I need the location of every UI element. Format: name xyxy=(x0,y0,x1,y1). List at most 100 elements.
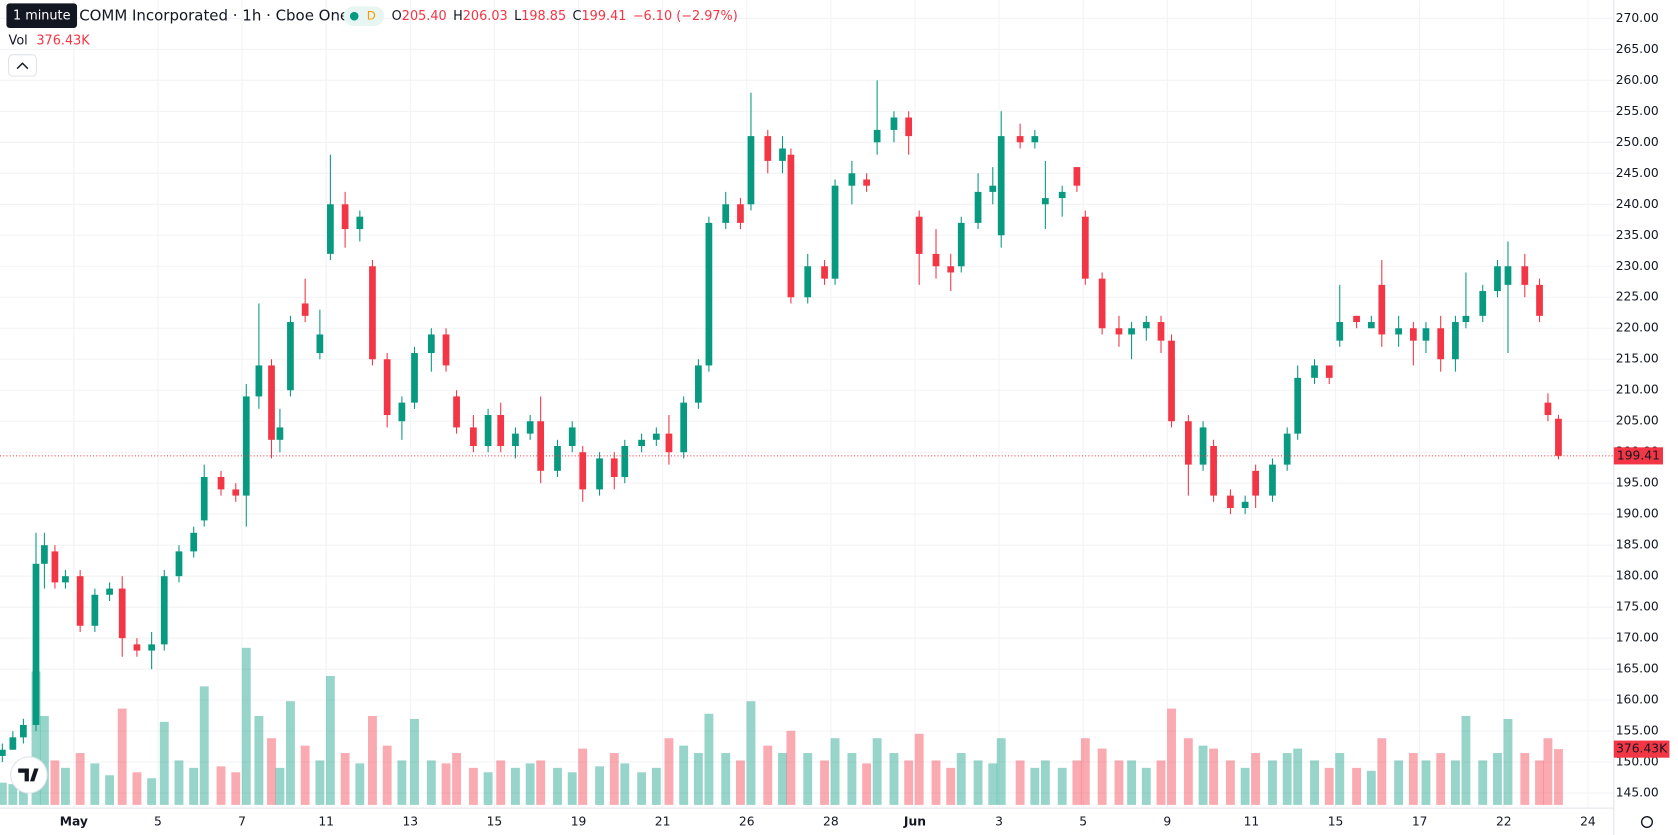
volume-bar xyxy=(1377,738,1387,805)
y-tick-label: 230.00 xyxy=(1616,259,1659,273)
candle-body xyxy=(1353,315,1360,323)
volume-bar xyxy=(325,675,335,805)
candle-body xyxy=(1437,328,1445,360)
candle-body xyxy=(1504,266,1512,285)
y-tick-label: 235.00 xyxy=(1616,228,1659,242)
volume-bar xyxy=(1080,738,1090,805)
y-tick-label: 150.00 xyxy=(1616,755,1659,769)
volume-bar xyxy=(1450,760,1460,805)
ohlc-key: H xyxy=(453,9,463,24)
volume-bar xyxy=(1268,760,1277,805)
candle-body xyxy=(1199,427,1207,465)
volume-bar xyxy=(1156,760,1166,805)
collapse-button[interactable] xyxy=(8,54,37,77)
volume-bar xyxy=(267,738,276,805)
candle-body xyxy=(41,545,48,564)
last-price-tag xyxy=(1613,447,1664,465)
volume-bar xyxy=(1209,748,1219,805)
candle-body xyxy=(369,266,376,360)
volume-bar xyxy=(704,713,714,805)
symbol-title[interactable]: COMM Incorporated · 1h · Cboe One xyxy=(79,7,349,25)
volume-bar xyxy=(1461,715,1471,805)
volume-bar xyxy=(1114,760,1124,805)
volume-bar xyxy=(105,775,115,805)
badge[interactable]: D xyxy=(367,9,376,23)
x-tick-label: 21 xyxy=(655,815,671,829)
volume-bar xyxy=(426,760,436,805)
candle-body xyxy=(62,576,69,583)
candle-body xyxy=(76,576,84,626)
candle-body xyxy=(873,129,881,143)
y-tick-label: 210.00 xyxy=(1616,383,1659,397)
volume-bar xyxy=(931,760,941,805)
volume-bar xyxy=(1335,753,1345,805)
candle-body xyxy=(301,303,309,316)
volume-bar xyxy=(1141,767,1151,805)
volume-bar xyxy=(1543,738,1553,805)
candle-body xyxy=(831,185,839,279)
candle-body xyxy=(1227,495,1234,509)
y-tick-label: 175.00 xyxy=(1616,600,1659,614)
candle-body xyxy=(905,117,913,137)
volume-bar xyxy=(147,778,157,805)
volume-bar xyxy=(862,763,872,805)
candle-body xyxy=(1142,322,1150,329)
y-tick-label: 190.00 xyxy=(1616,507,1659,521)
volume-bar xyxy=(786,730,796,805)
volume-bar xyxy=(721,753,731,805)
volume-bar xyxy=(1072,760,1082,805)
candle-body xyxy=(579,452,587,490)
candle-body xyxy=(32,563,40,725)
volume-bar xyxy=(468,767,478,805)
volume-bar xyxy=(830,738,840,805)
volume-bar xyxy=(1293,748,1303,805)
x-tick-label: 22 xyxy=(1496,815,1512,829)
volume-bar xyxy=(1554,749,1563,805)
candle-body xyxy=(484,415,492,447)
x-tick-label: 5 xyxy=(1079,815,1087,829)
y-tick-label: 165.00 xyxy=(1616,662,1659,676)
volume-bar xyxy=(946,767,956,805)
x-tick-label: 3 xyxy=(995,815,1003,829)
candle-body xyxy=(1115,328,1123,335)
ohlc-legend: O205.40 H206.03 L198.85 C199.41 −6.10 (−2.97… xyxy=(392,9,738,24)
candle-body xyxy=(268,365,275,440)
candle-body xyxy=(1294,377,1302,434)
volume-bar xyxy=(441,763,451,805)
volume-bar xyxy=(1183,738,1193,805)
candle-body xyxy=(537,421,545,471)
x-tick-label: 5 xyxy=(154,815,162,829)
candle-body xyxy=(316,334,324,354)
candle-body xyxy=(1452,322,1459,360)
volume-bar xyxy=(355,763,365,805)
candle-body xyxy=(957,222,965,267)
y-tick-label: 270.00 xyxy=(1616,11,1659,25)
candle-body xyxy=(568,427,576,447)
candle-body xyxy=(722,204,730,223)
y-tick-label: 265.00 xyxy=(1616,42,1659,56)
candle-body xyxy=(356,216,364,230)
volume-bar xyxy=(567,772,577,805)
volume-bar xyxy=(315,760,325,805)
volume-bar xyxy=(254,715,264,805)
volume-bar xyxy=(1167,708,1176,805)
x-tick-label: 26 xyxy=(739,815,755,829)
axes: 145.00 150.00 155.00 160.00 165.00 170.00 175.… xyxy=(0,11,1670,829)
candle-body xyxy=(200,477,208,521)
candle-body xyxy=(705,222,713,366)
settings-icon[interactable] xyxy=(1640,815,1654,829)
y-tick-label: 260.00 xyxy=(1616,73,1659,87)
volume-bar xyxy=(956,753,966,805)
candle-body xyxy=(848,173,856,186)
candle-body xyxy=(974,191,982,223)
candle-body xyxy=(1041,198,1049,205)
volume-bar xyxy=(75,753,85,805)
candle-body xyxy=(1210,446,1217,496)
candle-body xyxy=(1073,167,1081,186)
volume-bar xyxy=(1503,718,1513,805)
candle-body xyxy=(1544,402,1552,416)
candle-body xyxy=(1283,433,1291,465)
grid xyxy=(0,0,1614,809)
